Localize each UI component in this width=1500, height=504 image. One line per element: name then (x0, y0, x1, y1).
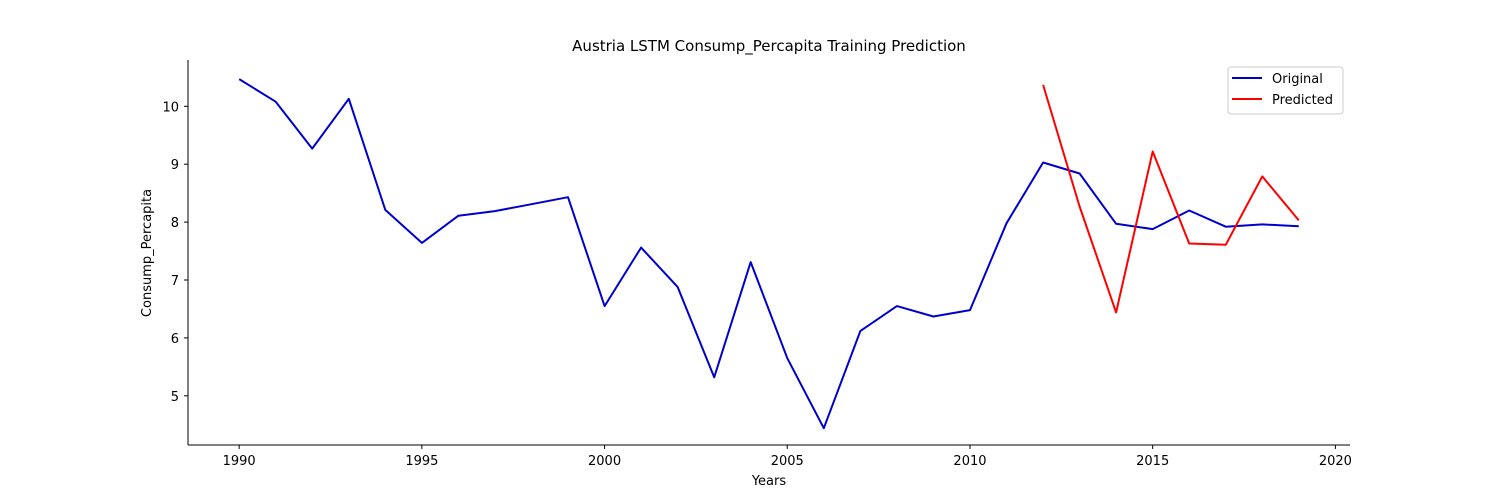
y-tick-label: 6 (171, 332, 179, 347)
data-point-original (1004, 221, 1009, 226)
data-point-original (529, 202, 534, 207)
data-point-predicted (1260, 174, 1265, 179)
data-point-original (821, 426, 826, 431)
data-point-predicted (1150, 149, 1155, 154)
data-point-predicted (1296, 218, 1301, 223)
data-point-original (748, 260, 753, 265)
data-point-original (1077, 171, 1082, 176)
data-point-original (1150, 227, 1155, 232)
data-point-original (1260, 222, 1265, 227)
legend: Original Predicted (1227, 66, 1344, 115)
x-tick-label: 2005 (771, 454, 804, 469)
chart-title: Austria LSTM Consump_Percapita Training … (572, 37, 966, 56)
y-tick-label: 9 (171, 158, 179, 173)
data-point-original (456, 213, 461, 218)
y-tick-label: 5 (171, 390, 179, 405)
data-point-original (712, 375, 717, 380)
data-point-original (785, 356, 790, 361)
data-point-original (639, 245, 644, 250)
y-axis-label: Consump_Percapita (140, 189, 155, 317)
y-tick-label: 8 (171, 216, 179, 231)
y-tick-label: 10 (162, 100, 179, 115)
x-tick-label: 2010 (953, 454, 986, 469)
legend-label-original: Original (1272, 72, 1323, 87)
x-tick-label: 1995 (405, 454, 438, 469)
data-point-original (675, 284, 680, 289)
x-axis-label: Years (751, 474, 787, 489)
y-axis-ticks: 5 6 7 8 9 10 (162, 100, 188, 405)
y-tick-label: 7 (171, 274, 179, 289)
data-point-original (419, 240, 424, 245)
x-tick-label: 2015 (1136, 454, 1169, 469)
data-point-original (346, 96, 351, 101)
data-point-predicted (1187, 241, 1192, 246)
data-point-original (566, 195, 571, 200)
data-point-predicted (1077, 204, 1082, 209)
data-point-predicted (1223, 242, 1228, 247)
legend-label-predicted: Predicted (1272, 93, 1333, 108)
plot-area (237, 77, 1301, 431)
data-point-original (894, 304, 899, 309)
data-point-original (967, 308, 972, 313)
data-point-original (931, 314, 936, 319)
x-tick-label: 2000 (588, 454, 621, 469)
data-point-original (858, 328, 863, 333)
x-tick-label: 1990 (223, 454, 256, 469)
x-axis-ticks: 1990 1995 2000 2005 2010 2015 2020 (223, 445, 1352, 469)
data-point-original (383, 207, 388, 212)
data-point-original (492, 209, 497, 214)
data-point-predicted (1041, 82, 1046, 87)
data-point-original (310, 146, 315, 151)
x-tick-label: 2020 (1319, 454, 1352, 469)
data-point-original (1041, 160, 1046, 165)
series-line-predicted (1042, 84, 1300, 314)
data-point-original (273, 99, 278, 104)
data-point-original (1114, 221, 1119, 226)
data-point-original (602, 304, 607, 309)
series-line-original (238, 78, 1299, 430)
data-point-original (1223, 224, 1228, 229)
data-point-original (1187, 208, 1192, 213)
data-point-original (1296, 224, 1301, 229)
data-point-predicted (1114, 310, 1119, 315)
data-point-original (237, 77, 242, 82)
